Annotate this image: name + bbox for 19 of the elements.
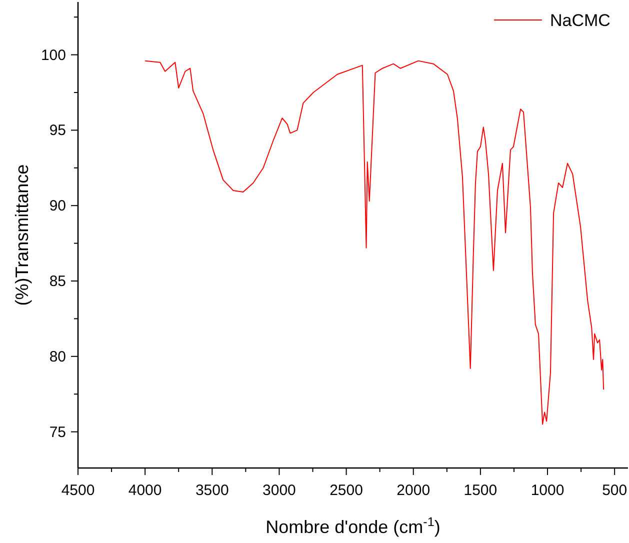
y-tick-label: 80 [49, 348, 66, 366]
x-tick-label: 4000 [128, 482, 162, 499]
y-tick-label: 85 [49, 272, 66, 290]
legend-label: NaCMC [550, 11, 610, 30]
x-tick-label: 2500 [330, 482, 363, 499]
y-tick-label: 75 [49, 424, 66, 441]
y-axis-title: (%)Transmittance [12, 164, 32, 306]
line-series [144, 60, 604, 425]
x-tick-label: 1500 [464, 482, 498, 499]
y-tick-label: 100 [40, 46, 66, 64]
x-tick-label: 3000 [262, 482, 296, 499]
x-tick-label: 1000 [530, 482, 564, 499]
y-tick-label: 90 [49, 198, 66, 215]
x-axis-title: Nombre d'onde (cm$^{-1}$) [266, 515, 440, 537]
x-tick-label: 500 [602, 482, 628, 499]
y-tick-label: 95 [49, 122, 66, 140]
x-tick-label: 2000 [396, 482, 430, 499]
x-tick-label: 3500 [195, 482, 229, 499]
x-tick-label: 4500 [61, 482, 95, 499]
